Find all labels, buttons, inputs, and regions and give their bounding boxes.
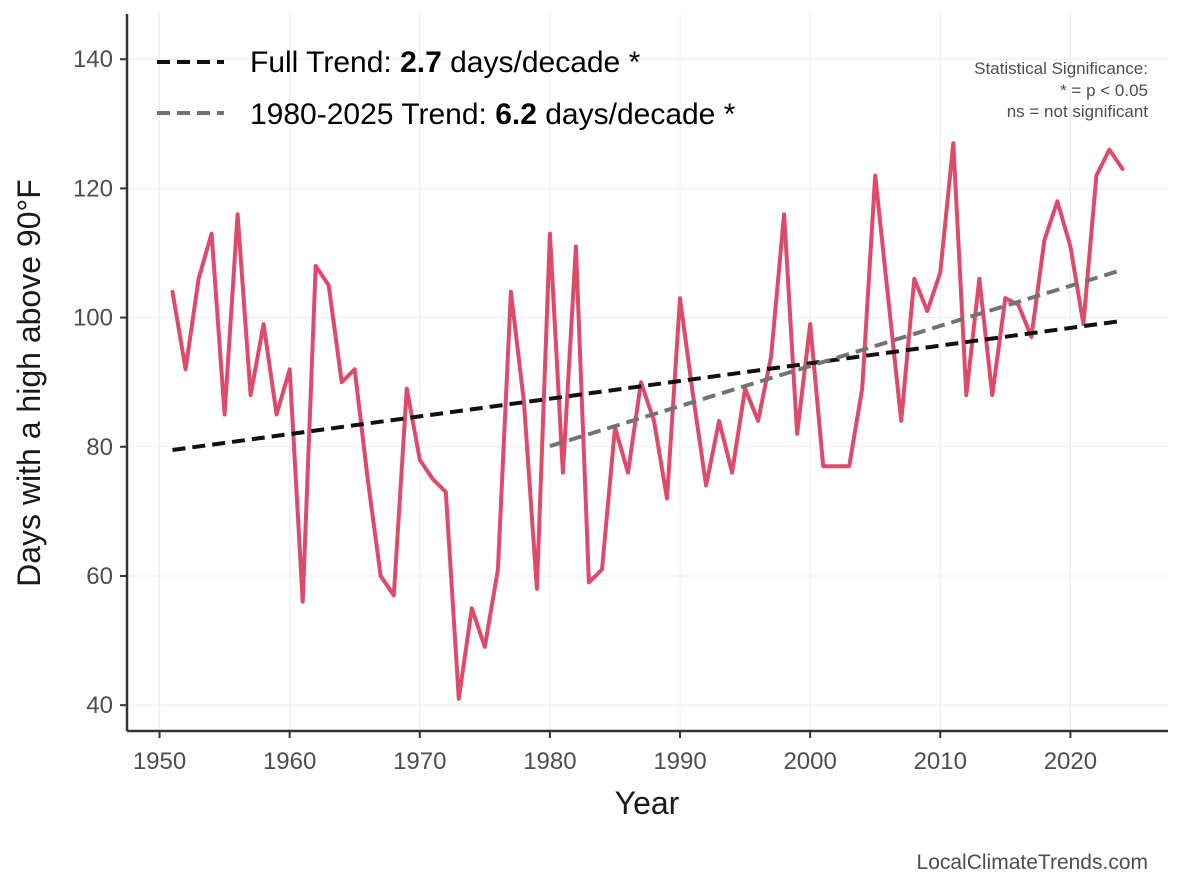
y-axis-ticks: 40 60 80 100 120 140 <box>73 46 127 719</box>
significance-ns: ns = not significant <box>1007 102 1149 121</box>
y-axis-title: Days with a high above 90°F <box>11 179 47 587</box>
series-line <box>170 141 1125 701</box>
legend-label-recent-trend: 1980-2025 Trend: 6.2 days/decade * <box>250 98 736 131</box>
legend-recent-trend-prefix: 1980-2025 Trend: <box>250 98 495 131</box>
grid <box>127 14 1168 731</box>
legend-full-trend-prefix: Full Trend: <box>250 46 400 79</box>
x-tick-label: 1990 <box>653 748 706 775</box>
y-tick-label: 140 <box>73 46 113 73</box>
significance-star: * = p < 0.05 <box>1060 81 1148 100</box>
x-tick-label: 1950 <box>133 748 186 775</box>
x-tick-label: 2000 <box>783 748 836 775</box>
x-axis-title: Year <box>615 785 680 821</box>
axes <box>125 14 1168 733</box>
legend-recent-trend-slope: 6.2 <box>495 98 537 131</box>
x-tick-label: 1980 <box>523 748 576 775</box>
data-series <box>170 141 1125 701</box>
legend-full-trend-suffix: days/decade * <box>442 46 641 79</box>
x-tick-label: 2010 <box>914 748 967 775</box>
y-tick-label: 40 <box>86 692 113 719</box>
x-tick-label: 1960 <box>263 748 316 775</box>
y-tick-label: 60 <box>86 563 113 590</box>
y-tick-label: 100 <box>73 305 113 332</box>
legend-label-full-trend: Full Trend: 2.7 days/decade * <box>250 46 641 79</box>
x-tick-label: 2020 <box>1044 748 1097 775</box>
x-tick-label: 1970 <box>393 748 446 775</box>
legend: Full Trend: 2.7 days/decade * 1980-2025 … <box>157 46 736 131</box>
y-tick-label: 80 <box>86 434 113 461</box>
legend-full-trend-slope: 2.7 <box>400 46 442 79</box>
significance-note: Statistical Significance: * = p < 0.05 n… <box>974 59 1148 121</box>
legend-recent-trend-suffix: days/decade * <box>537 98 736 131</box>
y-tick-label: 120 <box>73 175 113 202</box>
significance-title: Statistical Significance: <box>974 59 1148 78</box>
x-axis-ticks: 1950 1960 1970 1980 1990 2000 2010 2020 <box>133 731 1097 775</box>
source-credit: LocalClimateTrends.com <box>917 851 1148 874</box>
